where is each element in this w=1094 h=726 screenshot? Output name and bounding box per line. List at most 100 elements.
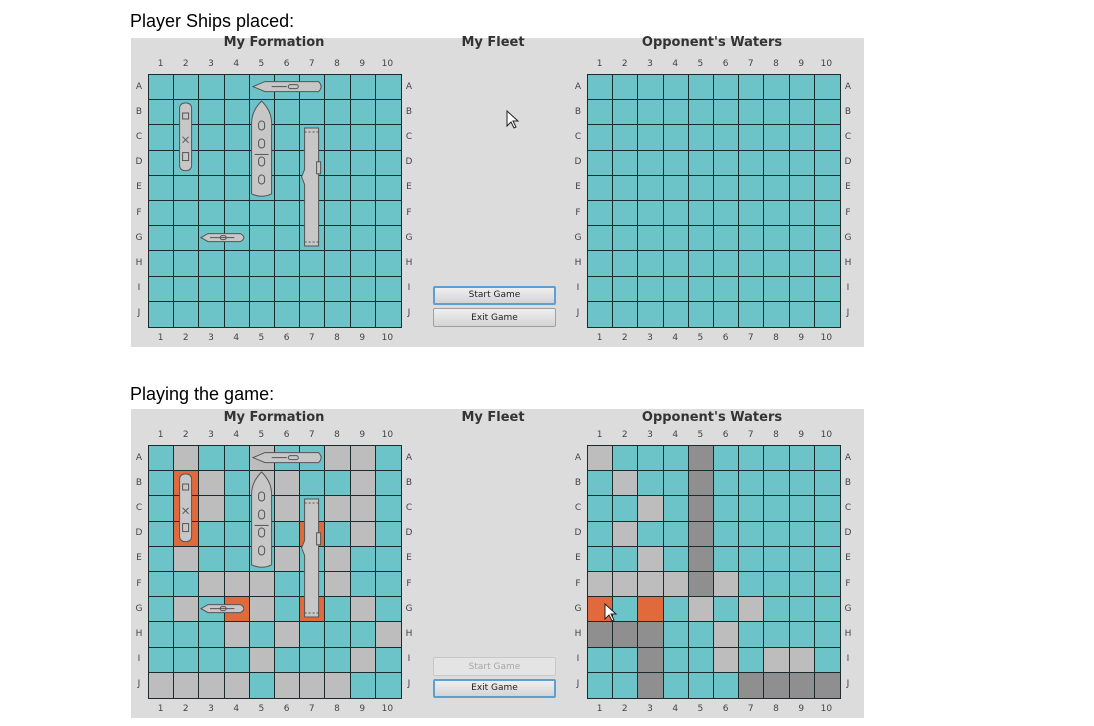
- grid-cell-I10-water[interactable]: [375, 276, 401, 302]
- grid-cell-C5-water[interactable]: [688, 125, 714, 151]
- grid-cell-E1-water[interactable]: [588, 175, 614, 201]
- grid-cell-D8-water[interactable]: [325, 521, 351, 547]
- grid-cell-I9-miss[interactable]: [350, 647, 376, 673]
- grid-cell-I7-water[interactable]: [300, 276, 326, 302]
- grid-cell-E10-water[interactable]: [375, 175, 401, 201]
- grid-cell-I6-miss[interactable]: [714, 647, 740, 673]
- grid-cell-G6-water[interactable]: [714, 597, 740, 623]
- grid-cell-J2-water[interactable]: [613, 301, 639, 327]
- grid-cell-H3-water[interactable]: [199, 251, 225, 277]
- grid-cell-H8-water[interactable]: [325, 251, 351, 277]
- grid-cell-I4-water[interactable]: [663, 647, 689, 673]
- grid-cell-B4-water[interactable]: [663, 100, 689, 126]
- grid-cell-H9-water[interactable]: [350, 251, 376, 277]
- grid-cell-A2-miss[interactable]: [174, 446, 200, 472]
- grid-cell-H1-water[interactable]: [149, 251, 175, 277]
- grid-cell-A9-water[interactable]: [789, 446, 815, 472]
- grid-cell-D6-water[interactable]: [275, 521, 301, 547]
- grid-cell-E7-water[interactable]: [739, 546, 765, 572]
- grid-cell-G6-water[interactable]: [275, 226, 301, 252]
- grid-cell-B8-water[interactable]: [325, 471, 351, 497]
- grid-cell-B6-miss[interactable]: [275, 471, 301, 497]
- grid-cell-I2-water[interactable]: [174, 276, 200, 302]
- grid-cell-J10-water[interactable]: [375, 672, 401, 698]
- grid-cell-G3-water[interactable]: [638, 226, 664, 252]
- grid-cell-E9-water[interactable]: [789, 546, 815, 572]
- grid-cell-A1-miss[interactable]: [588, 446, 614, 472]
- grid-cell-D8-water[interactable]: [764, 521, 790, 547]
- grid-cell-C8-water[interactable]: [325, 125, 351, 151]
- grid-cell-F8-water[interactable]: [764, 572, 790, 598]
- grid-cell-A10-water[interactable]: [814, 75, 840, 101]
- grid-cell-A6-water[interactable]: [714, 446, 740, 472]
- grid-cell-A7-water[interactable]: [739, 75, 765, 101]
- grid-cell-C4-water[interactable]: [663, 125, 689, 151]
- grid-cell-B7-water[interactable]: [739, 100, 765, 126]
- start-game-button[interactable]: Start Game: [433, 286, 556, 305]
- grid-cell-D9-water[interactable]: [789, 150, 815, 176]
- grid-cell-H4-water[interactable]: [663, 251, 689, 277]
- grid-cell-E8-miss[interactable]: [325, 546, 351, 572]
- grid-cell-E2-water[interactable]: [613, 546, 639, 572]
- grid-cell-J7-water[interactable]: [300, 301, 326, 327]
- grid-cell-G9-miss[interactable]: [350, 597, 376, 623]
- grid-cell-A8-water[interactable]: [325, 75, 351, 101]
- grid-cell-D6-water[interactable]: [714, 150, 740, 176]
- grid-cell-B9-water[interactable]: [350, 100, 376, 126]
- grid-cell-H1-water[interactable]: [149, 622, 175, 648]
- grid-cell-D7-water[interactable]: [739, 150, 765, 176]
- grid-cell-J1-water[interactable]: [588, 301, 614, 327]
- grid-cell-H4-water[interactable]: [224, 251, 250, 277]
- grid-cell-B3-water[interactable]: [638, 471, 664, 497]
- grid-cell-E1-water[interactable]: [588, 546, 614, 572]
- grid-cell-G3-hit[interactable]: [638, 597, 664, 623]
- grid-cell-C1-water[interactable]: [588, 125, 614, 151]
- grid-cell-H5-water[interactable]: [249, 622, 275, 648]
- grid-cell-D4-water[interactable]: [663, 150, 689, 176]
- grid-cell-F7-water[interactable]: [739, 201, 765, 227]
- grid-cell-A2-water[interactable]: [613, 75, 639, 101]
- grid-cell-A3-water[interactable]: [199, 75, 225, 101]
- grid-cell-I2-water[interactable]: [174, 647, 200, 673]
- grid-cell-I7-water[interactable]: [300, 647, 326, 673]
- grid-cell-G1-water[interactable]: [149, 226, 175, 252]
- grid-cell-F9-water[interactable]: [350, 201, 376, 227]
- grid-cell-B5-water[interactable]: [688, 100, 714, 126]
- grid-cell-H7-water[interactable]: [300, 622, 326, 648]
- grid-cell-I1-water[interactable]: [149, 276, 175, 302]
- grid-cell-J9-water[interactable]: [789, 301, 815, 327]
- grid-cell-F6-water[interactable]: [275, 201, 301, 227]
- grid-cell-G2-miss[interactable]: [174, 597, 200, 623]
- grid-cell-H2-water[interactable]: [174, 251, 200, 277]
- grid-cell-A10-water[interactable]: [375, 446, 401, 472]
- grid-cell-H1-water[interactable]: [588, 251, 614, 277]
- grid-cell-D8-water[interactable]: [325, 150, 351, 176]
- grid-cell-F2-water[interactable]: [174, 201, 200, 227]
- grid-cell-D10-water[interactable]: [375, 150, 401, 176]
- grid-cell-J7-miss[interactable]: [300, 672, 326, 698]
- grid-cell-H3-water[interactable]: [638, 251, 664, 277]
- grid-cell-C9-water[interactable]: [350, 125, 376, 151]
- grid-cell-E8-water[interactable]: [325, 175, 351, 201]
- grid-cell-J3-sunk[interactable]: [638, 672, 664, 698]
- grid-cell-I9-water[interactable]: [789, 276, 815, 302]
- grid-cell-C10-water[interactable]: [814, 125, 840, 151]
- grid-cell-H9-water[interactable]: [789, 622, 815, 648]
- grid-cell-F1-water[interactable]: [149, 201, 175, 227]
- grid-cell-F9-water[interactable]: [350, 572, 376, 598]
- grid-cell-J10-water[interactable]: [375, 301, 401, 327]
- grid-cell-A3-water[interactable]: [199, 446, 225, 472]
- grid-cell-D9-water[interactable]: [350, 150, 376, 176]
- grid-cell-F3-water[interactable]: [638, 201, 664, 227]
- grid-cell-F4-miss[interactable]: [224, 572, 250, 598]
- grid-cell-G6-water[interactable]: [714, 226, 740, 252]
- grid-cell-J7-water[interactable]: [739, 301, 765, 327]
- grid-cell-H9-water[interactable]: [789, 251, 815, 277]
- grid-cell-I1-water[interactable]: [588, 647, 614, 673]
- grid-cell-I10-water[interactable]: [375, 647, 401, 673]
- grid-cell-F2-miss[interactable]: [613, 572, 639, 598]
- grid-cell-H6-miss[interactable]: [275, 622, 301, 648]
- grid-cell-I1-water[interactable]: [149, 647, 175, 673]
- grid-cell-I4-water[interactable]: [663, 276, 689, 302]
- grid-cell-B7-water[interactable]: [300, 100, 326, 126]
